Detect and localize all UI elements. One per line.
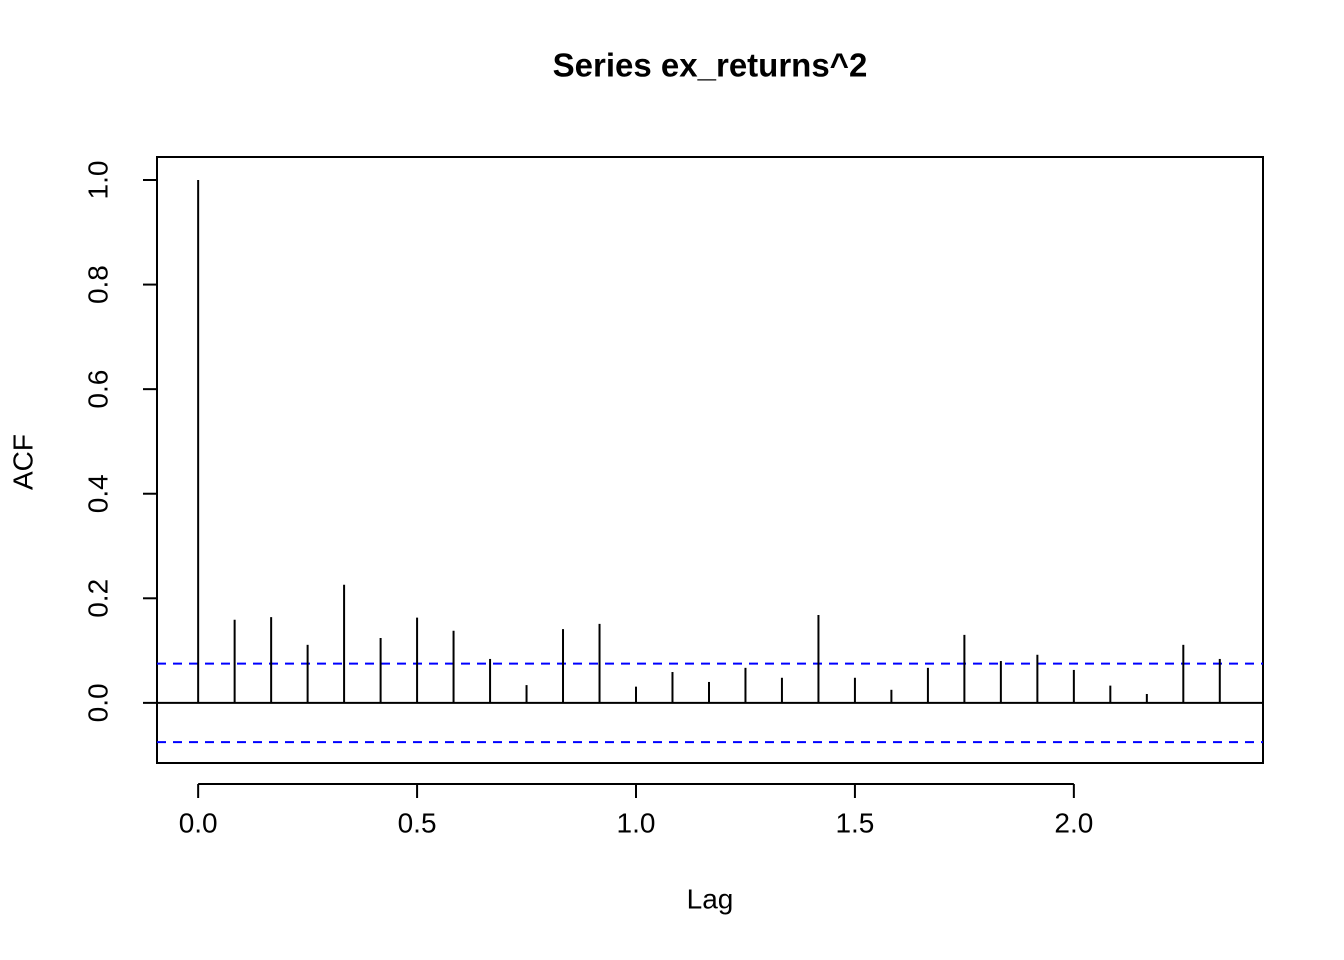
y-tick-label: 0.6 [82,370,113,409]
x-tick-label: 2.0 [1054,807,1093,838]
y-tick-label: 0.2 [82,579,113,618]
x-axis-label: Lag [687,883,734,914]
x-tick-label: 0.0 [179,807,218,838]
chart-title: Series ex_returns^2 [553,47,868,84]
y-tick-label: 0.8 [82,265,113,304]
plot-frame [156,156,1264,764]
x-tick-label: 1.5 [835,807,874,838]
x-tick-label: 0.5 [398,807,437,838]
y-tick-label: 1.0 [82,161,113,200]
x-tick-label: 1.0 [617,807,656,838]
y-tick-label: 0.0 [82,683,113,722]
y-tick-label: 0.4 [82,474,113,513]
y-axis-label: ACF [7,434,38,490]
